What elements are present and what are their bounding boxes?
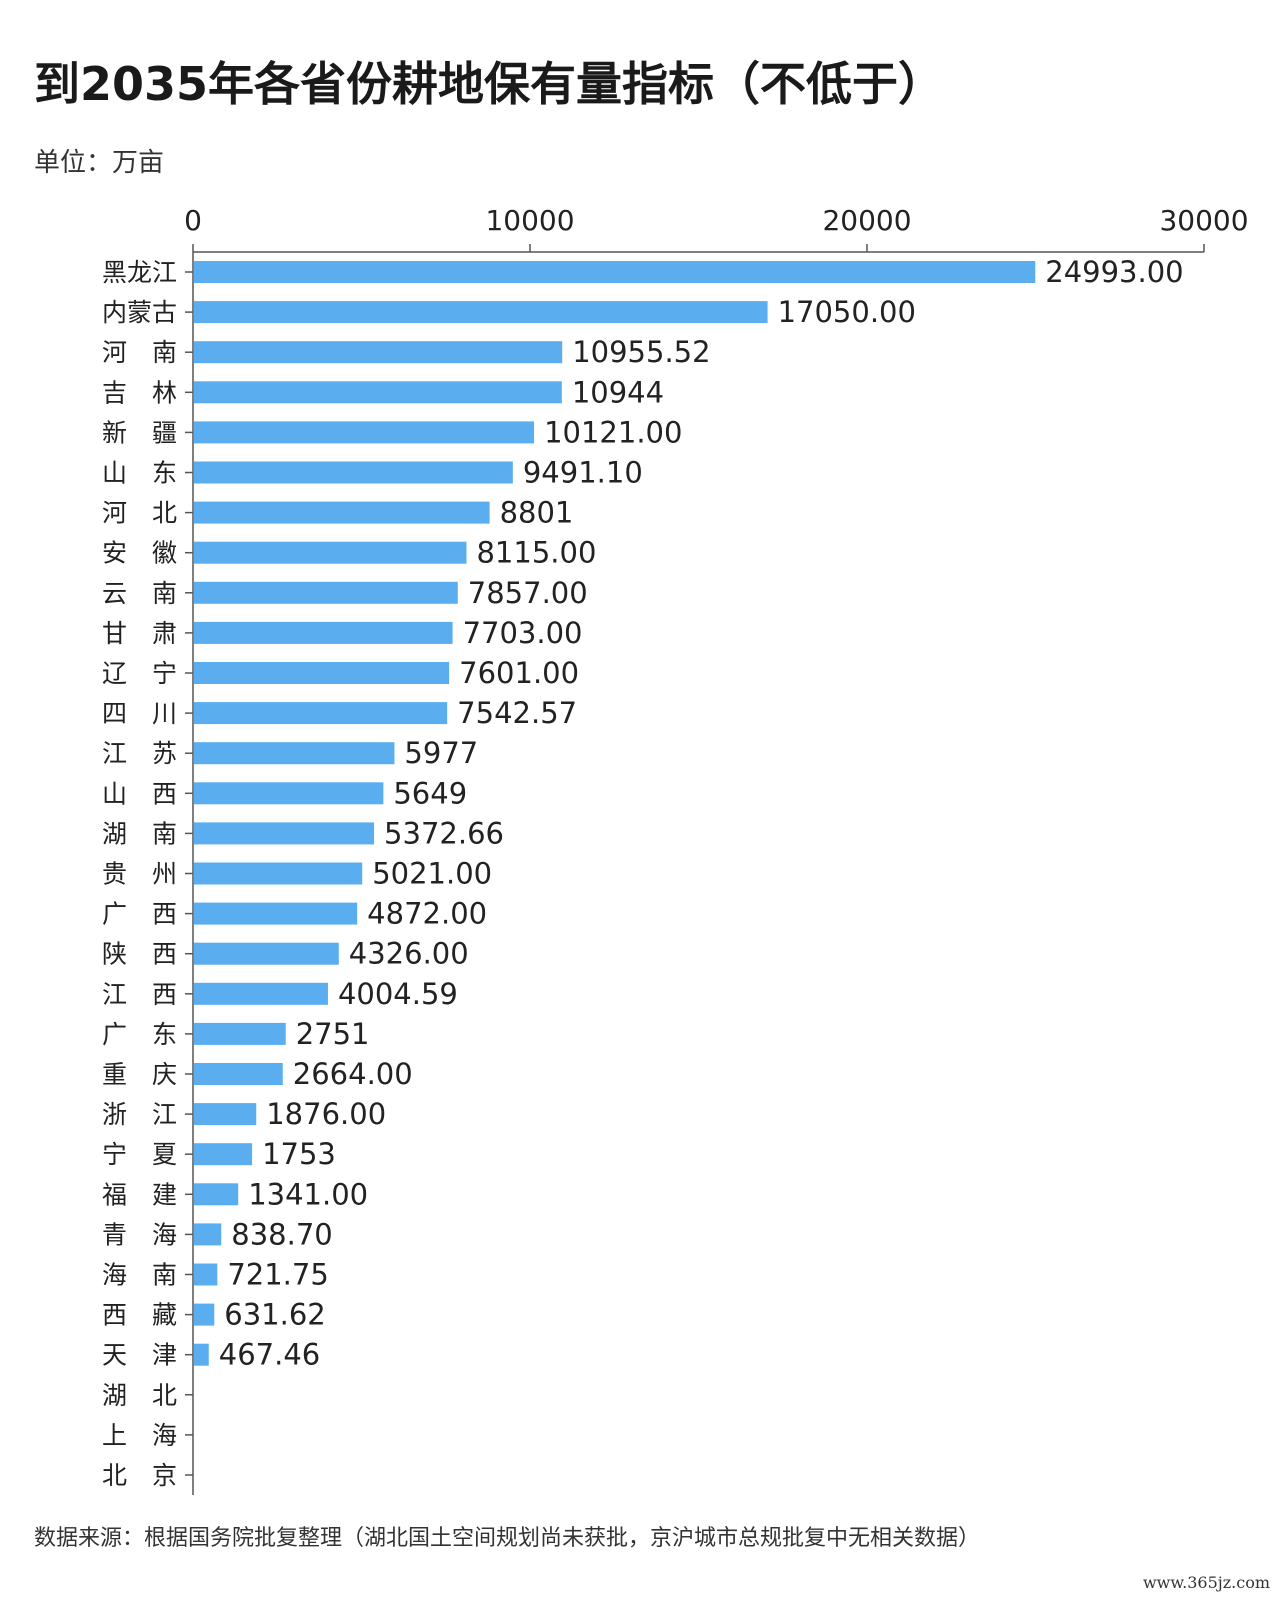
category-label: 江 西 (102, 980, 177, 1009)
bar (194, 782, 384, 805)
category-label: 上 海 (102, 1421, 177, 1450)
bar (194, 1263, 218, 1286)
bar (194, 862, 363, 885)
source-note: 数据来源：根据国务院批复整理（湖北国土空间规划尚未获批，京沪城市总规批复中无相关… (34, 1526, 981, 1551)
category-label: 山 西 (102, 779, 177, 808)
bar (194, 621, 453, 644)
bar (194, 1343, 209, 1366)
data-label: 7601.00 (459, 656, 579, 690)
category-label: 新 疆 (102, 418, 177, 447)
bar (194, 301, 768, 324)
category-label: 辽 宁 (102, 659, 177, 688)
category-label: 云 南 (102, 579, 177, 608)
bar (194, 662, 450, 684)
chart-title: 到2035年各省份耕地保有量指标（不低于） (34, 57, 945, 111)
category-label: 陕 西 (102, 940, 177, 969)
bar (194, 461, 513, 484)
data-label: 1753 (262, 1137, 336, 1171)
data-label: 838.70 (231, 1217, 332, 1251)
data-label: 10944 (572, 375, 664, 409)
bar (194, 581, 458, 604)
category-label: 湖 北 (102, 1381, 177, 1410)
data-label: 721.75 (227, 1258, 328, 1292)
x-tick-label: 10000 (485, 204, 574, 237)
data-label: 7857.00 (468, 576, 588, 610)
category-label: 甘 肃 (102, 619, 177, 648)
category-label: 黑龙江 (102, 258, 177, 287)
data-label: 1341.00 (248, 1177, 368, 1211)
data-label: 9491.10 (523, 456, 643, 490)
data-label: 5372.66 (384, 816, 504, 850)
data-label: 5649 (393, 776, 467, 810)
category-label: 贵 州 (102, 860, 177, 889)
category-label: 福 建 (102, 1180, 177, 1209)
category-label: 湖 南 (102, 819, 177, 848)
data-label: 4872.00 (367, 897, 487, 931)
bar (194, 1183, 239, 1206)
data-label: 2751 (296, 1017, 370, 1051)
category-label: 西 藏 (102, 1301, 177, 1330)
category-label: 海 南 (102, 1261, 177, 1290)
bar (194, 1103, 257, 1126)
unit-label: 单位：万亩 (34, 148, 165, 178)
bar (194, 1303, 215, 1326)
data-label: 24993.00 (1045, 255, 1183, 289)
category-label: 内蒙古 (102, 298, 177, 327)
data-label: 467.46 (219, 1338, 320, 1372)
watermark: www.365jz.com (1142, 1573, 1270, 1592)
category-label: 浙 江 (102, 1100, 177, 1129)
bar (194, 702, 448, 725)
x-tick-label: 30000 (1159, 204, 1248, 237)
bar (194, 1143, 253, 1166)
bar (194, 541, 467, 564)
bar (194, 1063, 283, 1085)
data-label: 7542.57 (457, 696, 577, 730)
category-label: 河 北 (102, 499, 177, 528)
data-label: 8801 (500, 496, 574, 530)
data-label: 17050.00 (778, 295, 916, 329)
bar-chart: 0 10000 20000 30000 黑龙江 24993.00 内蒙古 17050.00 河 … (102, 204, 1249, 1495)
bar (194, 501, 490, 524)
bar (194, 421, 535, 444)
category-label: 安 徽 (102, 539, 177, 568)
data-label: 2664.00 (293, 1057, 413, 1091)
bar (194, 341, 563, 364)
category-label: 宁 夏 (102, 1140, 177, 1169)
bar (194, 902, 358, 925)
bar (194, 381, 562, 404)
data-label: 10955.52 (572, 335, 710, 369)
category-label: 河 南 (102, 338, 177, 367)
category-label: 北 京 (102, 1461, 177, 1490)
data-label: 4004.59 (338, 977, 458, 1011)
data-label: 631.62 (224, 1298, 325, 1332)
data-label: 5977 (404, 736, 478, 770)
category-label: 山 东 (102, 459, 177, 488)
bar (194, 942, 339, 965)
bar (194, 1223, 222, 1246)
category-label: 吉 林 (102, 378, 177, 407)
data-label: 1876.00 (266, 1097, 386, 1131)
data-label: 8115.00 (476, 536, 596, 570)
bar (194, 1022, 286, 1045)
category-label: 青 海 (102, 1220, 177, 1249)
category-label: 广 东 (102, 1020, 177, 1049)
category-label: 四 川 (102, 699, 177, 728)
category-label: 广 西 (102, 900, 177, 929)
data-label: 10121.00 (544, 415, 682, 449)
data-label: 7703.00 (463, 616, 583, 650)
bar (194, 742, 395, 765)
bar (194, 982, 328, 1005)
category-label: 重 庆 (102, 1060, 177, 1089)
category-label: 天 津 (102, 1341, 177, 1370)
data-label: 5021.00 (372, 857, 492, 891)
bar (194, 261, 1036, 283)
x-tick-label: 20000 (822, 204, 911, 237)
x-tick-label: 0 (184, 204, 202, 237)
bar (194, 822, 375, 845)
category-label: 江 苏 (102, 739, 177, 768)
data-label: 4326.00 (349, 937, 469, 971)
